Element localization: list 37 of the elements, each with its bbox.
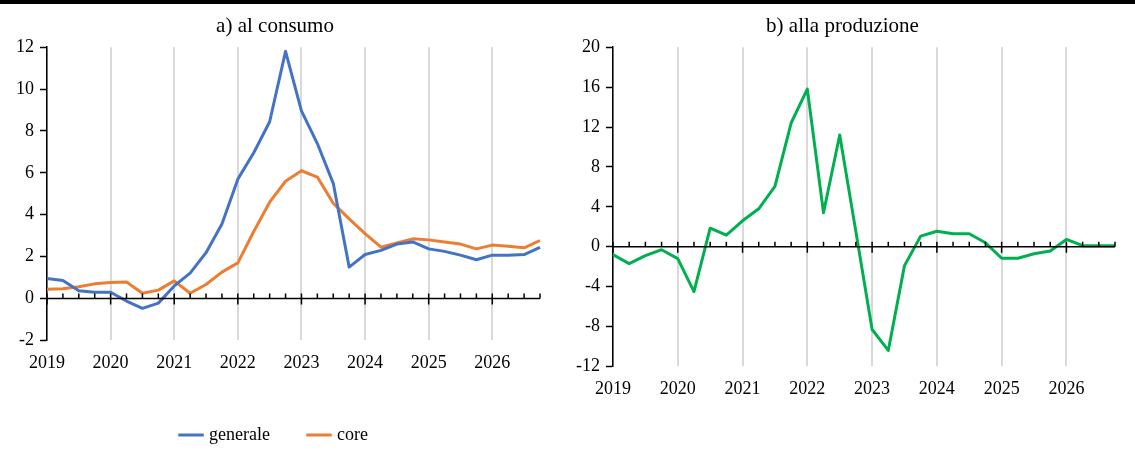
- x-tick-label: 2023: [283, 351, 320, 372]
- y-tick-label: 12: [581, 115, 600, 136]
- x-tick-label: 2022: [789, 377, 826, 398]
- y-tick-label: 2: [25, 245, 34, 266]
- y-tick-label: -2: [19, 329, 34, 350]
- x-tick-label: 2026: [1048, 377, 1085, 398]
- x-tick-label: 2024: [918, 377, 955, 398]
- x-tick-label: 2021: [156, 351, 193, 372]
- y-tick-label: 20: [581, 35, 600, 56]
- x-tick-label: 2019: [29, 351, 65, 372]
- x-tick-label: 2026: [474, 351, 511, 372]
- x-tick-label: 2025: [410, 351, 447, 372]
- y-tick-label: 4: [25, 203, 34, 224]
- y-tick-label: 12: [16, 35, 34, 56]
- x-tick-label: 2023: [854, 377, 891, 398]
- y-tick-label: 16: [581, 75, 600, 96]
- y-tick-label: 4: [590, 195, 600, 216]
- legend-label: generale: [209, 423, 270, 444]
- y-tick-label: 10: [16, 77, 34, 98]
- legend-label: core: [336, 423, 368, 444]
- x-tick-label: 2019: [594, 377, 631, 398]
- x-tick-label: 2020: [92, 351, 129, 372]
- y-tick-label: 8: [590, 155, 600, 176]
- chart-title: b) alla produzione: [766, 13, 919, 38]
- y-tick-label: -8: [584, 315, 600, 336]
- x-tick-label: 2021: [724, 377, 761, 398]
- y-tick-label: 8: [25, 119, 34, 140]
- y-tick-label: 0: [590, 235, 600, 256]
- y-tick-label: 0: [25, 287, 34, 308]
- x-tick-label: 2020: [659, 377, 696, 398]
- y-tick-label: -12: [575, 355, 600, 376]
- y-tick-label: 6: [25, 161, 34, 182]
- x-tick-label: 2025: [983, 377, 1020, 398]
- chart-title: a) al consumo: [216, 13, 334, 38]
- x-tick-label: 2022: [219, 351, 256, 372]
- x-tick-label: 2024: [347, 351, 384, 372]
- y-tick-label: -4: [584, 275, 600, 296]
